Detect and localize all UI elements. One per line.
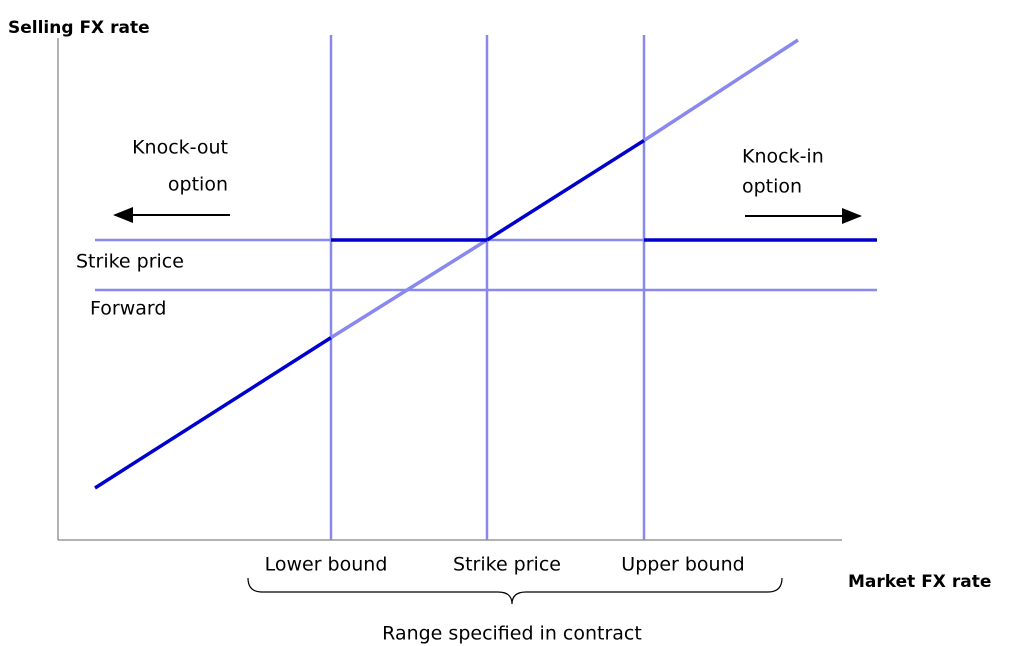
- payoff-segment: [330, 238, 488, 340]
- y-axis-label: Selling FX rate: [8, 18, 150, 38]
- payoff: [94, 38, 877, 490]
- forward-line-label: Forward: [90, 298, 166, 320]
- x-axis-label: Market FX rate: [848, 572, 991, 592]
- upper-bound-label: Upper bound: [621, 554, 744, 576]
- strike-line-label: Strike price: [76, 251, 184, 273]
- axes: [57, 38, 842, 541]
- range-brace: [247, 577, 783, 605]
- knock-out-label: option: [168, 174, 228, 196]
- knock-out-label: Knock-out: [132, 137, 228, 159]
- payoff-segment: [486, 139, 645, 242]
- payoff-segment: [643, 38, 799, 142]
- payoff-segment: [94, 336, 332, 490]
- knock-in-label: Knock-in: [742, 146, 824, 168]
- range-label: Range specified in contract: [382, 623, 642, 645]
- knock-in-label: option: [742, 176, 802, 198]
- lower-bound-label: Lower bound: [265, 554, 388, 576]
- strike-price-label: Strike price: [453, 554, 561, 576]
- guide-lines: [95, 35, 877, 540]
